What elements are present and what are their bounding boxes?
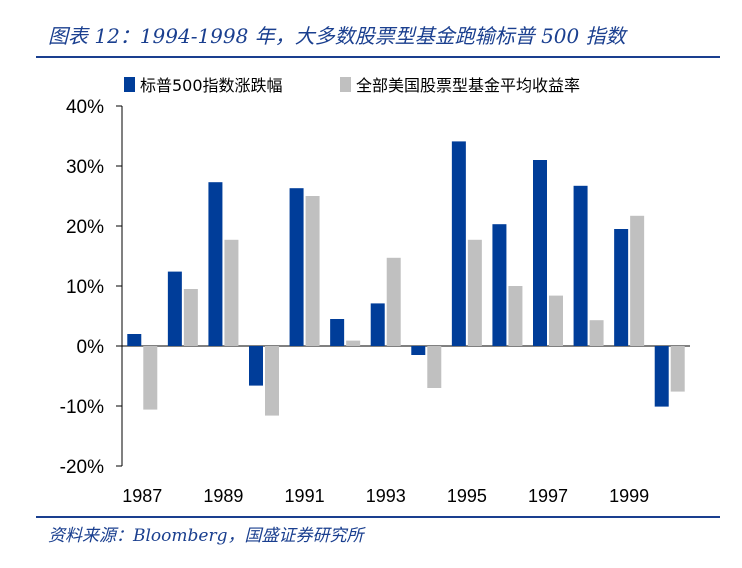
bar-sp500-1996 <box>492 224 507 346</box>
y-tick-label: 20% <box>66 217 104 238</box>
legend-swatch-1 <box>124 77 135 92</box>
x-tick-label: 1997 <box>528 486 568 506</box>
bar-fund-1991 <box>305 196 320 346</box>
bar-sp500-1999 <box>614 229 629 346</box>
bar-sp500-1993 <box>370 303 385 346</box>
bar-sp500-1987 <box>127 334 142 346</box>
bar-fund-1996 <box>508 286 523 346</box>
x-tick-label: 1993 <box>366 486 406 506</box>
bar-fund-1994 <box>427 346 442 388</box>
bar-fund-1987 <box>143 346 158 410</box>
bar-sp500-1997 <box>533 160 547 346</box>
y-tick-label: -10% <box>60 397 104 418</box>
x-tick-label: 1999 <box>609 486 649 506</box>
x-tick-label: 1989 <box>203 486 243 506</box>
bar-fund-1993 <box>386 257 401 346</box>
bar-fund-2000 <box>670 346 685 392</box>
y-tick-label: 40% <box>66 97 104 118</box>
bar-sp500-1991 <box>289 188 304 346</box>
bar-sp500-1988 <box>167 271 182 346</box>
bar-sp500-2000 <box>654 346 669 407</box>
bar-sp500-1998 <box>573 185 588 346</box>
bar-fund-1992 <box>346 340 361 346</box>
legend-swatch-2 <box>340 77 351 92</box>
bar-sp500-1989 <box>208 182 223 346</box>
bar-sp500-1992 <box>330 319 345 346</box>
y-tick-label: 0% <box>77 337 105 358</box>
x-tick-label: 1991 <box>285 486 325 506</box>
source-divider <box>36 516 720 518</box>
bar-fund-1999 <box>630 215 645 346</box>
legend-label-2: 全部美国股票型基金平均收益率 <box>356 76 580 95</box>
title-divider <box>36 56 720 58</box>
x-tick-label: 1995 <box>447 486 487 506</box>
bar-sp500-1995 <box>451 141 466 346</box>
bar-sp500-1990 <box>249 346 263 386</box>
bar-fund-1998 <box>589 320 604 346</box>
x-tick-label: 1987 <box>122 486 162 506</box>
bar-fund-1995 <box>467 239 482 346</box>
bar-fund-1989 <box>224 239 239 346</box>
chart-title: 图表 12：1994-1998 年，大多数股票型基金跑输标普 500 指数 <box>48 24 626 48</box>
y-tick-label: 30% <box>66 157 104 178</box>
source-note: 资料来源：Bloomberg，国盛证券研究所 <box>48 526 364 546</box>
bar-sp500-1994 <box>411 346 426 355</box>
y-tick-label: 10% <box>66 277 104 298</box>
legend-label-1: 标普500指数涨跌幅 <box>140 76 283 95</box>
bar-fund-1988 <box>183 289 198 346</box>
bar-fund-1990 <box>265 346 279 416</box>
bar-fund-1997 <box>549 295 563 346</box>
bar-chart: 标普500指数涨跌幅 全部美国股票型基金平均收益率 -20% -10% 0% 10% 20%… <box>60 76 690 506</box>
y-tick-label: -20% <box>60 457 104 478</box>
